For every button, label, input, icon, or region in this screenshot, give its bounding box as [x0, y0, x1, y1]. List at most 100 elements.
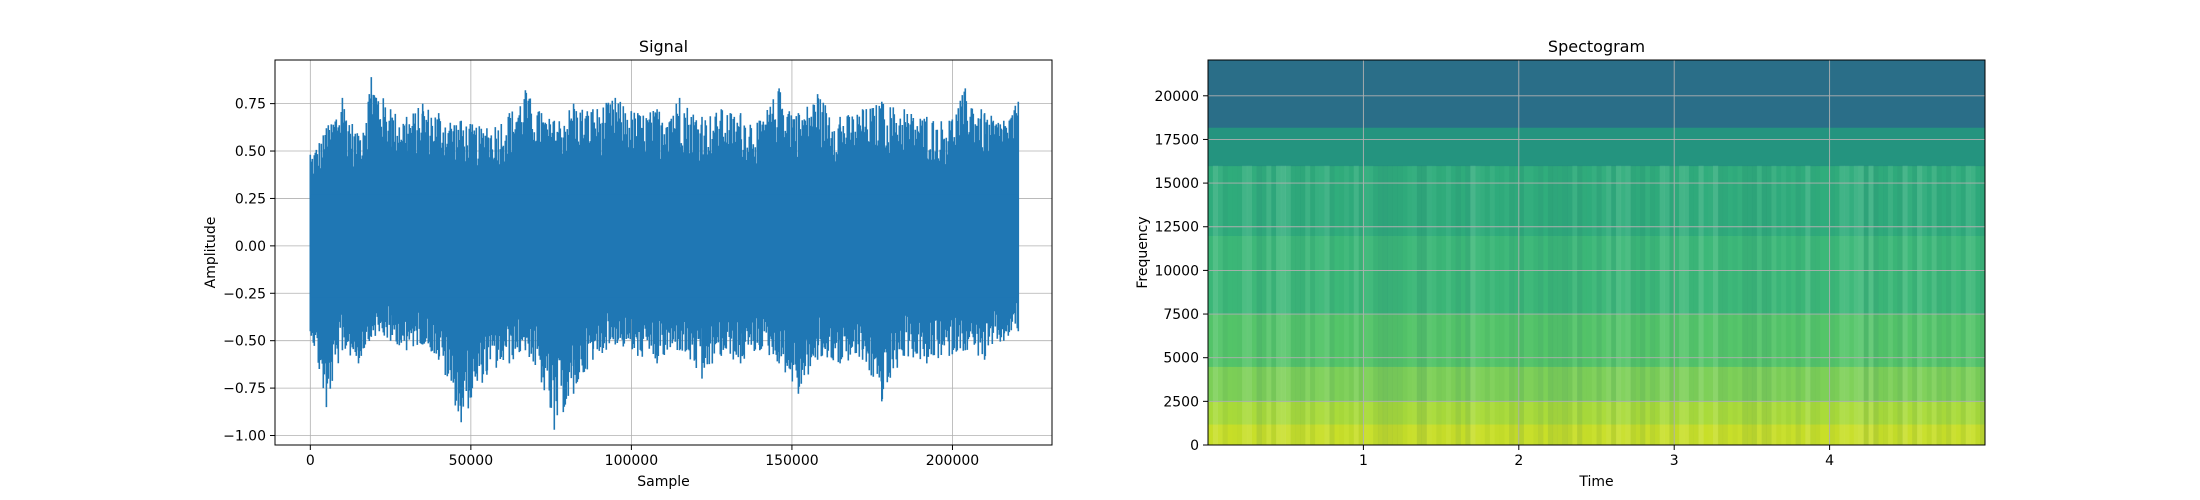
spectrogram-texture-column — [1261, 165, 1267, 445]
spectrogram-texture-column — [1412, 166, 1417, 445]
spectrogram-texture-column — [1766, 165, 1772, 445]
spectrogram-texture-column — [1674, 166, 1679, 445]
signal-y-axis-label: Amplitude — [203, 217, 219, 289]
spectrogram-texture-column — [1800, 166, 1805, 445]
spectrogram-texture-column — [1820, 166, 1825, 445]
spectrogram-texture-column — [1392, 165, 1398, 445]
spectrogram-texture-column — [1742, 165, 1748, 445]
spectrogram-texture-column — [1524, 166, 1529, 445]
spectrogram-x-axis-label: Time — [1578, 474, 1613, 490]
spectrogram-texture-column — [1416, 165, 1422, 445]
signal-y-tick-label: −0.75 — [223, 381, 266, 397]
spectrogram-texture-column — [1407, 166, 1412, 445]
spectrogram-texture-column — [1465, 165, 1471, 445]
spectrogram-texture-column — [1538, 165, 1544, 445]
spectrogram-texture-column — [1252, 166, 1257, 445]
spectrogram-texture-column — [1241, 165, 1248, 445]
spectrogram-texture-column — [1873, 165, 1879, 445]
spectrogram-texture-column — [1941, 166, 1946, 445]
spectrogram-texture-column — [1339, 166, 1344, 445]
spectrogram-texture-column — [1587, 166, 1592, 445]
signal-x-tick-label: 0 — [306, 453, 315, 469]
spectrogram-texture-column — [1620, 165, 1626, 445]
spectrogram-texture-column — [1499, 166, 1504, 445]
spectrogram-texture-column — [1480, 166, 1485, 445]
signal-x-tick-label: 200000 — [926, 453, 979, 469]
spectrogram-texture-column — [1344, 166, 1349, 445]
spectrogram-texture-column — [1280, 165, 1286, 445]
spectrogram-texture-column — [1776, 166, 1781, 445]
spectrogram-texture-column — [1795, 165, 1801, 445]
signal-y-tick-label: −0.50 — [223, 334, 266, 350]
signal-x-tick-label: 150000 — [765, 453, 818, 469]
spectrogram-y-tick-label: 12500 — [1154, 220, 1199, 236]
signal-y-tick-label: 0.00 — [235, 239, 266, 255]
spectrogram-texture-column — [1436, 165, 1442, 445]
spectrogram-band — [1208, 235, 1985, 315]
spectrogram-texture-column — [1606, 165, 1612, 445]
spectrogram-texture-column — [1975, 165, 1981, 445]
spectrogram-texture-column — [1470, 165, 1476, 445]
spectrogram-texture-column — [1266, 165, 1272, 445]
spectrogram-texture-column — [1461, 166, 1466, 445]
spectrogram-texture-column — [1222, 165, 1228, 445]
spectrogram-texture-column — [1771, 165, 1777, 445]
spectrogram-texture-column — [1839, 165, 1845, 445]
spectrogram-texture-column — [1227, 166, 1232, 445]
spectrogram-texture-column — [1936, 165, 1942, 445]
spectrogram-texture-column — [1630, 165, 1636, 445]
spectrogram-texture-column — [1552, 165, 1558, 445]
spectrogram-texture-column — [1495, 166, 1500, 445]
spectrogram-y-tick-label: 20000 — [1154, 89, 1199, 105]
spectrogram-texture-column — [1751, 165, 1758, 445]
spectrogram-texture-column — [1917, 165, 1923, 445]
spectrogram-texture-column — [1397, 165, 1403, 445]
spectrogram-texture-column — [1324, 165, 1330, 445]
spectrogram-ticks: 1 2 3 4 0 2500 5000 7500 10000 12500 15000 17500 200… — [1154, 89, 1834, 469]
spectrogram-texture-column — [1625, 165, 1631, 445]
spectrogram-y-tick-label: 0 — [1190, 438, 1199, 454]
spectrogram-texture-column — [1922, 166, 1927, 445]
spectrogram-texture-column — [1509, 165, 1515, 445]
spectrogram-texture-column — [1844, 165, 1850, 445]
spectrogram-texture-column — [1722, 165, 1728, 445]
spectrogram-texture-column — [1781, 166, 1786, 445]
spectrogram-texture-column — [1212, 165, 1219, 445]
spectrogram-y-tick-label: 2500 — [1163, 394, 1199, 410]
spectrogram-texture-column — [1562, 165, 1568, 445]
spectrogram-texture-column — [1208, 166, 1213, 445]
spectrogram-texture-column — [1334, 166, 1339, 445]
spectrogram-texture-column — [1567, 165, 1573, 445]
spectrogram-band — [1208, 424, 1985, 445]
spectrogram-texture-column — [1518, 165, 1524, 445]
spectrogram-texture-column — [1611, 165, 1617, 445]
spectrogram-texture-column — [1708, 166, 1713, 445]
spectrogram-texture-column — [1951, 165, 1957, 445]
spectrogram-texture-column — [1655, 166, 1660, 445]
spectrogram-heatmap — [1208, 60, 1985, 445]
spectrogram-texture-column — [1572, 165, 1578, 445]
spectrogram-texture-column — [1615, 165, 1622, 445]
signal-dense-core — [310, 194, 1019, 298]
spectrogram-texture-column — [1596, 165, 1602, 445]
spectrogram-texture-column — [1490, 166, 1495, 445]
spectrogram-texture-column — [1912, 165, 1918, 445]
spectrogram-texture-column — [1582, 166, 1587, 445]
spectrogram-texture-column — [1290, 165, 1296, 445]
spectrogram-texture-column — [1791, 166, 1796, 445]
signal-y-tick-label: 0.75 — [235, 97, 266, 113]
spectrogram-texture-column — [1649, 165, 1656, 445]
spectrogram-texture-column — [1694, 166, 1699, 445]
spectrogram-texture-column — [1377, 165, 1384, 445]
spectrogram-grid — [1208, 60, 1985, 446]
spectrogram-texture-column — [1421, 165, 1427, 445]
spectrogram-y-axis-label: Frequency — [1135, 216, 1151, 288]
spectrogram-texture-column — [1305, 165, 1311, 445]
spectrogram-texture-column — [1732, 166, 1737, 445]
spectrogram-texture-column — [1431, 166, 1436, 445]
spectrogram-texture-column — [1931, 165, 1937, 445]
spectrogram-texture-column — [1635, 166, 1640, 445]
spectrogram-y-tick-label: 15000 — [1154, 176, 1199, 192]
spectrogram-texture-column — [1863, 165, 1869, 445]
spectrogram-texture-column — [1426, 165, 1432, 445]
